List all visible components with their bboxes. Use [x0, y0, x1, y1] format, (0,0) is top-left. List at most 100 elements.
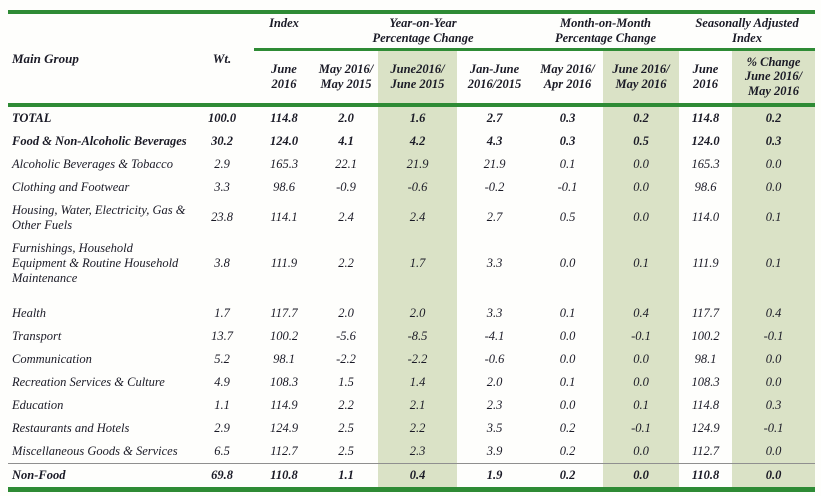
group-header-month-on-month: Month-on-Month Percentage Change — [532, 12, 680, 51]
row-label: Non-Food — [8, 462, 190, 492]
value-cell: 2.0 — [338, 305, 354, 320]
value-cell: 114.1 — [270, 210, 298, 225]
table-row: TOTAL 100.0 114.8 2.0 1.6 2.7 0.3 0.2 114.8 0.2 — [8, 104, 816, 130]
value-cell: 6.5 — [214, 443, 230, 458]
value-cell: 2.4 — [338, 210, 354, 225]
value-cell: 4.2 — [378, 129, 457, 153]
value-cell: 1.5 — [338, 374, 354, 389]
value-cell: -0.1 — [732, 416, 816, 440]
value-cell: 3.8 — [214, 255, 230, 270]
row-label: Education — [12, 397, 64, 412]
value-cell: 1.7 — [378, 236, 457, 302]
table-body: TOTAL 100.0 114.8 2.0 1.6 2.7 0.3 0.2 114.8 0.2 Fo… — [8, 104, 816, 492]
value-cell: 98.1 — [694, 351, 717, 366]
value-cell: 114.8 — [691, 397, 720, 412]
value-cell: 0.0 — [559, 328, 576, 343]
value-cell: 0.0 — [559, 255, 576, 270]
value-cell: 2.2 — [378, 416, 457, 440]
value-cell: 0.1 — [559, 374, 576, 389]
value-cell: 0.0 — [603, 175, 680, 199]
col-header-mom-june: June 2016/ May 2016 — [603, 49, 680, 107]
value-cell: -2.2 — [336, 351, 356, 366]
value-cell: 2.2 — [338, 255, 354, 270]
value-cell: 2.1 — [378, 393, 457, 417]
value-cell: 0.2 — [603, 104, 680, 130]
table-row: Non-Food 69.8 110.8 1.1 0.4 1.9 0.2 0.0 110.8 0.0 — [8, 462, 816, 492]
value-cell: 3.3 — [486, 305, 503, 320]
value-cell: 0.2 — [559, 443, 576, 458]
value-cell: 0.0 — [603, 347, 680, 371]
value-cell: 112.7 — [270, 443, 298, 458]
row-label: Communication — [12, 351, 92, 366]
value-cell: 0.0 — [603, 439, 680, 464]
table-row: Recreation Services & Culture 4.9 108.3 1.5… — [8, 370, 816, 394]
value-cell: -8.5 — [378, 324, 457, 348]
table-row: Communication 5.2 98.1 -2.2 -2.2 -0.6 0.0 0.0 98… — [8, 347, 816, 371]
group-header-year-on-year: Year-on-Year Percentage Change — [314, 12, 532, 51]
value-cell: 2.9 — [214, 156, 230, 171]
value-cell: 4.3 — [486, 133, 503, 148]
value-cell: 117.7 — [270, 305, 298, 320]
table-row: Alcoholic Beverages & Tobacco 2.9 165.3 22.… — [8, 152, 816, 176]
table-row: Education 1.1 114.9 2.2 2.1 2.3 0.0 0.1 114.8 0.3 — [8, 393, 816, 417]
value-cell: 21.9 — [378, 152, 457, 176]
sub-header-row: June 2016 May 2016/ May 2015 June2016/ J… — [8, 49, 816, 107]
col-header-wt: Wt. — [190, 12, 254, 107]
row-label: Furnishings, Household Equipment & Routi… — [12, 240, 179, 285]
table-row: Clothing and Footwear 3.3 98.6 -0.9 -0.6 -0.2… — [8, 175, 816, 199]
value-cell: 0.0 — [732, 152, 816, 176]
col-header-yoy-june: June2016/ June 2015 — [378, 49, 457, 107]
value-cell: -0.1 — [603, 416, 680, 440]
value-cell: 0.4 — [378, 462, 457, 492]
value-cell: 0.0 — [559, 351, 576, 366]
value-cell: 3.3 — [486, 255, 503, 270]
value-cell: 165.3 — [691, 156, 720, 171]
row-label: Transport — [12, 328, 62, 343]
value-cell: 0.2 — [732, 104, 816, 130]
value-cell: 0.0 — [603, 152, 680, 176]
value-cell: 0.5 — [603, 129, 680, 153]
value-cell: 4.1 — [338, 133, 354, 148]
value-cell: 0.0 — [603, 370, 680, 394]
value-cell: 111.9 — [692, 255, 719, 270]
value-cell: 0.0 — [732, 462, 816, 492]
value-cell: -0.2 — [484, 179, 505, 194]
value-cell: 98.6 — [694, 179, 717, 194]
value-cell: 4.9 — [214, 374, 230, 389]
value-cell: 1.9 — [457, 462, 532, 492]
table-row: Miscellaneous Goods & Services 6.5 112.7 2.… — [8, 439, 816, 464]
value-cell: 110.8 — [679, 462, 733, 492]
value-cell: 0.1 — [559, 305, 576, 320]
value-cell: 124.0 — [691, 133, 720, 148]
col-header-sa-june-2016: June 2016 — [679, 49, 733, 107]
value-cell: -4.1 — [484, 328, 505, 343]
value-cell: -0.1 — [603, 324, 680, 348]
group-header-index: Index — [254, 12, 314, 51]
value-cell: 114.9 — [270, 397, 298, 412]
value-cell: 2.4 — [378, 198, 457, 237]
value-cell: -0.9 — [336, 179, 356, 194]
value-cell: 98.1 — [273, 351, 295, 366]
value-cell: 114.8 — [691, 110, 720, 125]
value-cell: 5.2 — [214, 351, 230, 366]
table-row: Food & Non-Alcoholic Beverages 30.2 124.0 4… — [8, 129, 816, 153]
value-cell: 110.8 — [254, 462, 314, 492]
value-cell: 100.2 — [269, 328, 299, 343]
col-header-yoy-may: May 2016/ May 2015 — [314, 49, 378, 107]
table-row: Transport 13.7 100.2 -5.6 -8.5 -4.1 0.0 -0.1 100… — [8, 324, 816, 348]
row-label: Clothing and Footwear — [12, 179, 130, 194]
col-header-mom-may: May 2016/ Apr 2016 — [532, 49, 603, 107]
value-cell: 0.5 — [559, 210, 576, 225]
group-header-seasonally-adjusted: Seasonally Adjusted Index — [679, 12, 816, 51]
value-cell: 21.9 — [483, 156, 506, 171]
row-label: Alcoholic Beverages & Tobacco — [12, 156, 173, 171]
value-cell: 111.9 — [270, 255, 298, 270]
value-cell: 2.7 — [486, 210, 503, 225]
col-header-main-group: Main Group — [8, 12, 190, 107]
value-cell: 0.0 — [732, 175, 816, 199]
value-cell: -0.1 — [732, 324, 816, 348]
value-cell: 124.0 — [269, 133, 299, 148]
value-cell: 114.8 — [270, 110, 298, 125]
value-cell: 1.7 — [214, 305, 230, 320]
